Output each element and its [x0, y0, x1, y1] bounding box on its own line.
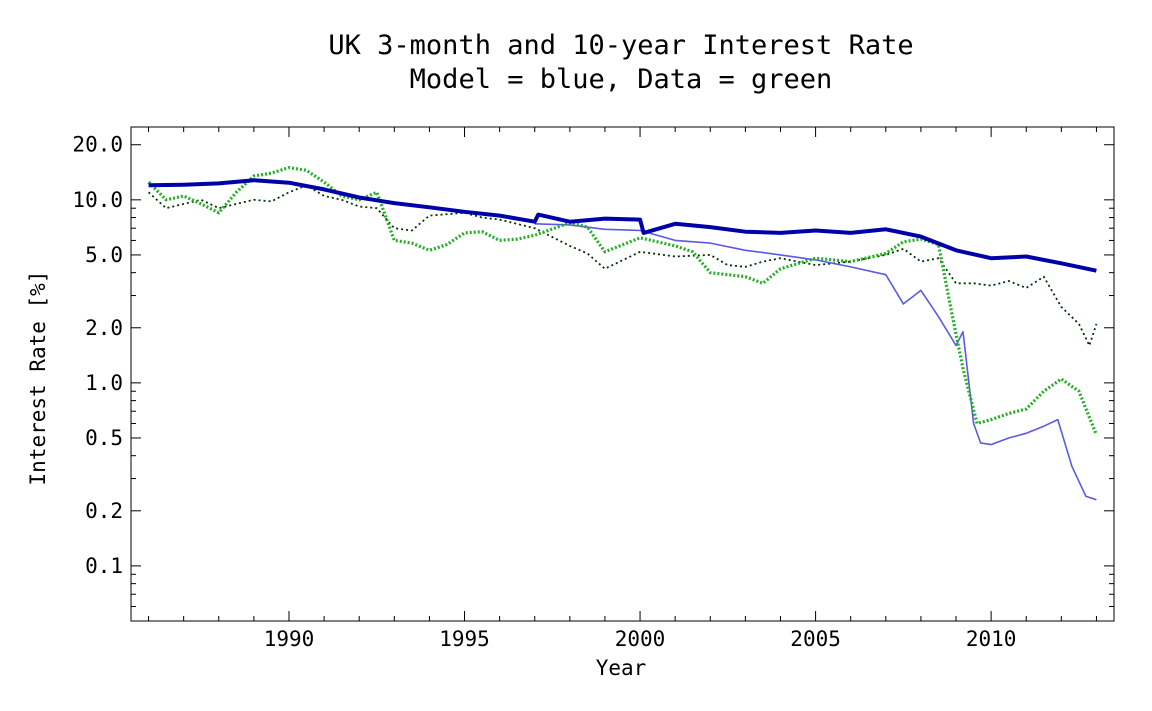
series-line-data-3m — [147, 166, 1098, 436]
series-layer — [147, 166, 1098, 501]
x-tick-label: 2005 — [790, 627, 841, 651]
y-tick-label: 5.0 — [85, 243, 123, 267]
y-axis-ticks: 0.1 0.2 0.5 1.0 2.0 5.0 10.0 20.0 — [72, 133, 1114, 608]
y-axis-label: Interest Rate [%] — [26, 271, 50, 486]
chart-title: UK 3-month and 10-year Interest Rate — [328, 30, 913, 61]
y-tick-label: 2.0 — [85, 316, 123, 340]
x-tick-label: 2000 — [615, 627, 666, 651]
x-tick-label: 1990 — [264, 627, 315, 651]
x-tick-label: 2010 — [966, 627, 1017, 651]
y-tick-label: 0.5 — [85, 426, 123, 450]
y-tick-label: 20.0 — [72, 133, 123, 157]
x-axis-label: Year — [596, 656, 647, 680]
y-tick-label: 10.0 — [72, 188, 123, 212]
x-axis-ticks: 1990 1995 2000 2005 2010 — [148, 127, 1097, 651]
y-tick-label: 0.2 — [85, 499, 123, 523]
series-line-model-10y — [148, 178, 1097, 273]
series-line-data-10y — [147, 184, 1098, 347]
plot-frame — [130, 126, 1115, 622]
chart-subtitle: Model = blue, Data = green — [410, 64, 833, 95]
series-line-model-3m — [534, 223, 1097, 501]
y-tick-label: 1.0 — [85, 371, 123, 395]
x-tick-label: 1995 — [439, 627, 490, 651]
y-tick-label: 0.1 — [85, 554, 123, 578]
